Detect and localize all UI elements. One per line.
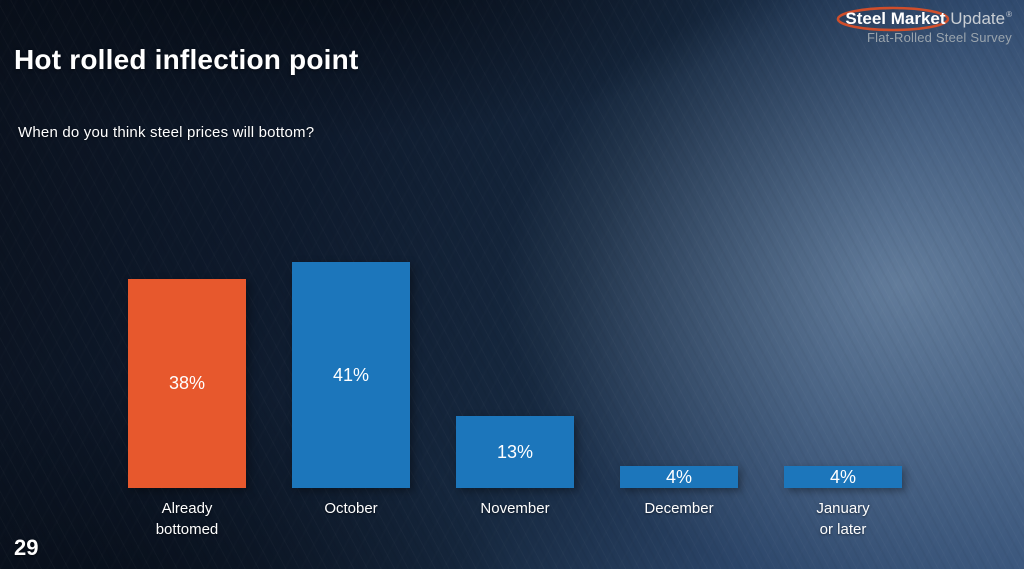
bar-chart: 38% 41% 13% 4% 4% Already bottomed October Nov… [105,240,925,540]
chart-categories: Already bottomed October November December J… [105,498,925,540]
category-label-0: Already bottomed [155,500,219,538]
logo-subtitle: Flat-Rolled Steel Survey [867,30,1012,45]
brand-bold-text: Steel Market [845,9,946,28]
chart-column-2: 13% [433,416,597,488]
category-label-3: December [644,500,714,517]
brand-name: Steel Market Update® [837,6,1012,32]
bar-0: 38% [128,279,246,488]
category-label-2: November [480,500,550,517]
bar-value-label-4: 4% [829,466,856,487]
bar-value-label-2: 13% [496,441,534,462]
registered-mark: ® [1006,10,1012,20]
category-label-4: January or later [816,500,870,538]
chart-column-1: 41% [269,262,433,488]
survey-question: When do you think steel prices will bott… [18,124,315,141]
bar-value-label-3: 4% [665,466,692,487]
category-label-1: October [324,500,378,517]
bar-1: 41% [292,262,410,488]
slide-page-number: 29 [14,535,39,560]
bar-2: 13% [456,416,574,488]
bar-value-label-1: 41% [332,364,370,385]
page-title: Hot rolled inflection point [14,44,359,75]
chart-column-4: 4% [761,466,925,488]
bar-4: 4% [784,466,902,488]
bar-3: 4% [620,466,738,488]
bar-value-label-0: 38% [168,373,206,393]
chart-column-0: 38% [105,279,269,488]
brand-light-text: Update [945,9,1006,28]
chart-plot: 38% 41% 13% 4% 4% [105,240,925,488]
chart-column-3: 4% [597,466,761,488]
brand-logo: Steel Market Update® Flat-Rolled Steel S… [837,6,1012,45]
